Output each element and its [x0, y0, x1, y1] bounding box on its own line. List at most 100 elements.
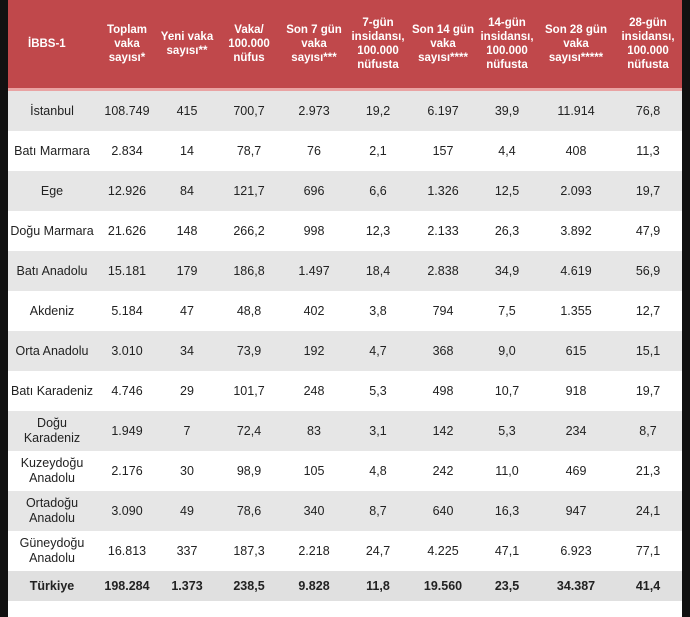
table-cell: 234	[538, 411, 614, 451]
table-cell: 2.093	[538, 171, 614, 211]
table-cell: 6,6	[346, 171, 410, 211]
table-cell: 11,3	[614, 131, 682, 171]
table-cell: 49	[158, 491, 216, 531]
region-name: Ortadoğu Anadolu	[8, 491, 96, 531]
table-cell: 9,0	[476, 331, 538, 371]
table-cell: 640	[410, 491, 476, 531]
table-cell: 337	[158, 531, 216, 571]
table-cell: 84	[158, 171, 216, 211]
table-row: Batı Anadolu 15.181 179 186,8 1.497 18,4 2.838…	[8, 251, 682, 291]
total-cell: 11,8	[346, 571, 410, 601]
total-cell: 23,5	[476, 571, 538, 601]
table-cell: 47,9	[614, 211, 682, 251]
total-cell: 9.828	[282, 571, 346, 601]
table-cell: 2.176	[96, 451, 158, 491]
total-cell: 34.387	[538, 571, 614, 601]
region-name: Kuzeydoğu Anadolu	[8, 451, 96, 491]
table-cell: 4.225	[410, 531, 476, 571]
table-cell: 24,7	[346, 531, 410, 571]
column-header: 28-gün insidansı, 100.000 nüfusta	[614, 0, 682, 91]
table-cell: 192	[282, 331, 346, 371]
table-cell: 11,0	[476, 451, 538, 491]
table-cell: 1.497	[282, 251, 346, 291]
table-cell: 7	[158, 411, 216, 451]
table-cell: 4,4	[476, 131, 538, 171]
table-cell: 2,1	[346, 131, 410, 171]
column-header: Son 7 gün vaka sayısı***	[282, 0, 346, 91]
table-row: Akdeniz 5.184 47 48,8 402 3,8 794 7,5 1.355 12,7	[8, 291, 682, 331]
region-name: Orta Anadolu	[8, 331, 96, 371]
table-cell: 19,7	[614, 171, 682, 211]
table-cell: 14	[158, 131, 216, 171]
table-cell: 47	[158, 291, 216, 331]
regional-case-table: İBBS-1 Toplam vaka sayısı* Yeni vaka sayıs…	[8, 0, 682, 601]
table-cell: 10,7	[476, 371, 538, 411]
table-cell: 3.010	[96, 331, 158, 371]
table-cell: 918	[538, 371, 614, 411]
table-cell: 73,9	[216, 331, 282, 371]
region-name: Doğu Karadeniz	[8, 411, 96, 451]
column-header: Son 28 gün vaka sayısı*****	[538, 0, 614, 91]
table-cell: 15.181	[96, 251, 158, 291]
table-cell: 15,1	[614, 331, 682, 371]
table-cell: 1.949	[96, 411, 158, 451]
table-cell: 72,4	[216, 411, 282, 451]
table-cell: 947	[538, 491, 614, 531]
table-cell: 48,8	[216, 291, 282, 331]
table-cell: 18,4	[346, 251, 410, 291]
table-cell: 700,7	[216, 89, 282, 131]
table-cell: 19,7	[614, 371, 682, 411]
table-cell: 368	[410, 331, 476, 371]
table-row: Batı Karadeniz 4.746 29 101,7 248 5,3 498 10,7 9…	[8, 371, 682, 411]
table-cell: 7,5	[476, 291, 538, 331]
table-cell: 696	[282, 171, 346, 211]
table-cell: 77,1	[614, 531, 682, 571]
covid-table-image: İBBS-1 Toplam vaka sayısı* Yeni vaka sayıs…	[8, 0, 682, 617]
table-cell: 148	[158, 211, 216, 251]
table-cell: 24,1	[614, 491, 682, 531]
total-label: Türkiye	[8, 571, 96, 601]
table-cell: 179	[158, 251, 216, 291]
table-cell: 56,9	[614, 251, 682, 291]
table-row: Ege 12.926 84 121,7 696 6,6 1.326 12,5 2.093 19,7	[8, 171, 682, 211]
table-cell: 78,6	[216, 491, 282, 531]
table-row: Kuzeydoğu Anadolu 2.176 30 98,9 105 4,8 242 11,…	[8, 451, 682, 491]
table-cell: 2.834	[96, 131, 158, 171]
table-row: Güneydoğu Anadolu 16.813 337 187,3 2.218 24,7…	[8, 531, 682, 571]
column-header: Yeni vaka sayısı**	[158, 0, 216, 91]
table-cell: 469	[538, 451, 614, 491]
table-cell: 157	[410, 131, 476, 171]
table-cell: 402	[282, 291, 346, 331]
total-row: Türkiye 198.284 1.373 238,5 9.828 11,8 19.560 2…	[8, 571, 682, 601]
total-cell: 41,4	[614, 571, 682, 601]
table-cell: 5.184	[96, 291, 158, 331]
region-name: Doğu Marmara	[8, 211, 96, 251]
table-cell: 12.926	[96, 171, 158, 211]
region-name: Akdeniz	[8, 291, 96, 331]
table-cell: 76,8	[614, 89, 682, 131]
column-header: Vaka/ 100.000 nüfus	[216, 0, 282, 91]
total-cell: 19.560	[410, 571, 476, 601]
table-cell: 101,7	[216, 371, 282, 411]
table-cell: 30	[158, 451, 216, 491]
table-cell: 108.749	[96, 89, 158, 131]
table-cell: 4,8	[346, 451, 410, 491]
total-cell: 238,5	[216, 571, 282, 601]
table-cell: 26,3	[476, 211, 538, 251]
table-cell: 11.914	[538, 89, 614, 131]
table-cell: 6.197	[410, 89, 476, 131]
table-cell: 5,3	[346, 371, 410, 411]
table-cell: 83	[282, 411, 346, 451]
table-row: Doğu Karadeniz 1.949 7 72,4 83 3,1 142 5,3 234 8,…	[8, 411, 682, 451]
table-cell: 1.355	[538, 291, 614, 331]
table-cell: 998	[282, 211, 346, 251]
table-cell: 47,1	[476, 531, 538, 571]
table-cell: 19,2	[346, 89, 410, 131]
region-name: İstanbul	[8, 89, 96, 131]
table-cell: 39,9	[476, 89, 538, 131]
total-cell: 1.373	[158, 571, 216, 601]
column-header: Toplam vaka sayısı*	[96, 0, 158, 91]
table-cell: 186,8	[216, 251, 282, 291]
table-cell: 187,3	[216, 531, 282, 571]
table-cell: 498	[410, 371, 476, 411]
